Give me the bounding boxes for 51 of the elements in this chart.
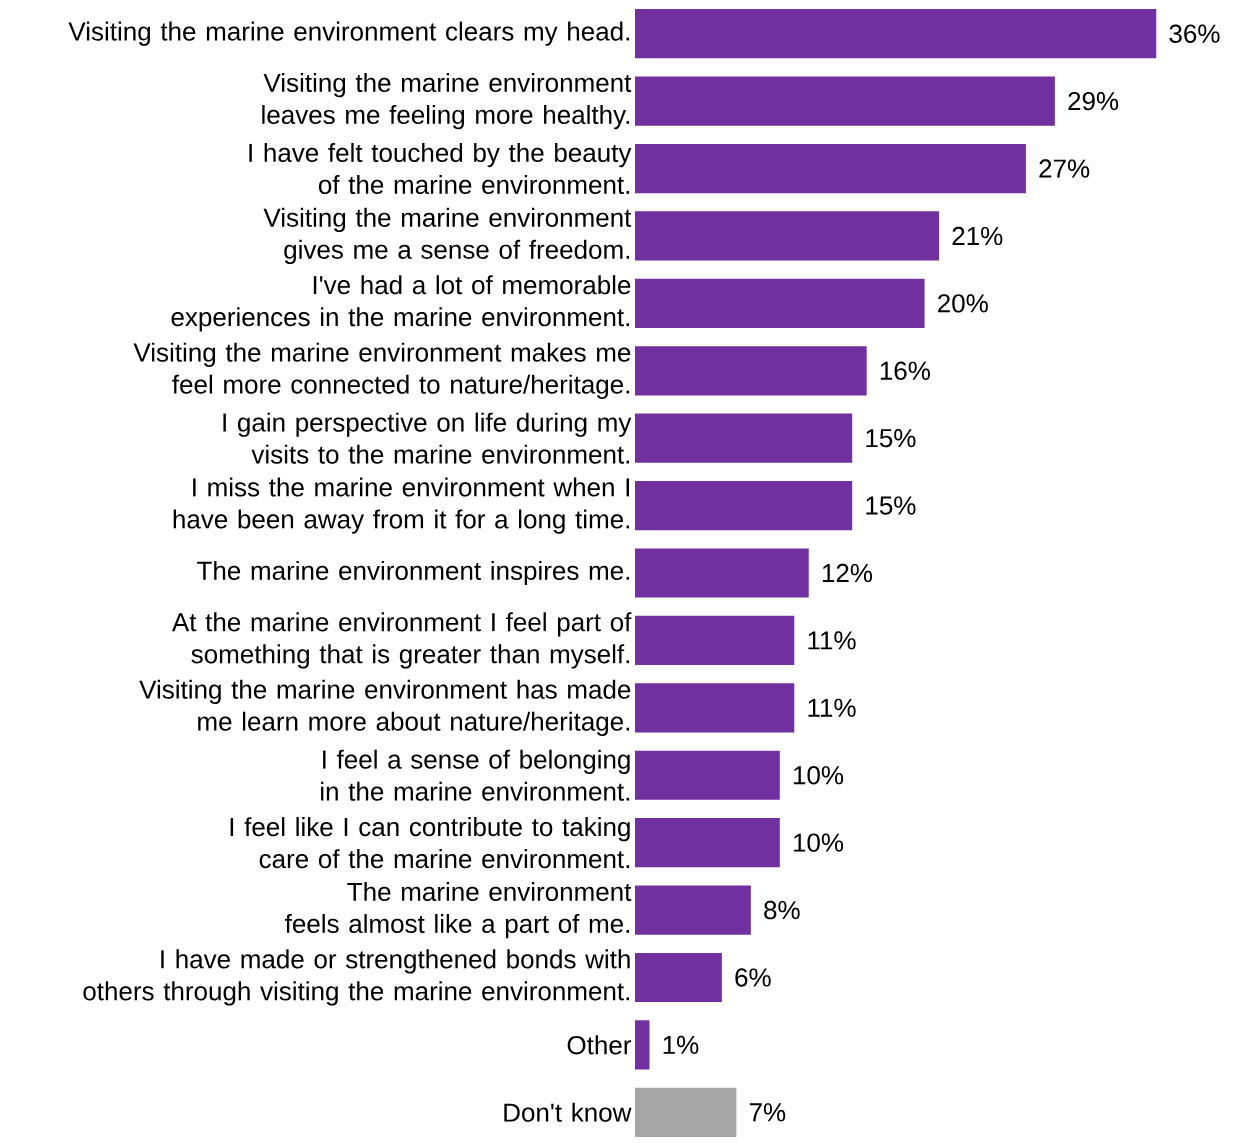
y-tick-label: The marine environment feels almost like a part of me.	[285, 881, 632, 939]
y-tick-label: Visiting the marine environment clears my head.	[68, 21, 629, 46]
bar	[635, 143, 1026, 194]
data-label: 15%	[866, 496, 916, 515]
data-label: 8%	[764, 900, 800, 920]
bar	[635, 818, 780, 868]
y-tick-label: The marine environment inspires me.	[197, 560, 630, 586]
bar	[635, 1020, 650, 1070]
y-tick-label: Visiting the marine environment makes me feel more connected to nature/heritage.	[133, 342, 631, 399]
y-tick-label: I miss the marine environment when I have been away from it for a long time.	[173, 477, 630, 534]
bar	[635, 278, 925, 328]
y-tick-label: I've had a lot of memorable experiences in the marine environment.	[171, 275, 631, 332]
y-tick-label: At the marine environment I feel part of something that is greater than myself.	[171, 612, 632, 669]
data-label: 15%	[866, 429, 916, 448]
data-label: 7%	[749, 1103, 786, 1122]
data-label: 12%	[822, 563, 873, 583]
bar	[635, 885, 751, 935]
data-label: 11%	[808, 698, 856, 717]
bar	[635, 346, 867, 396]
bar	[635, 76, 1055, 126]
data-label: 10%	[793, 766, 844, 785]
y-tick-label: I feel like I can contribute to taking care of the marine environment.	[230, 817, 630, 869]
bar	[635, 9, 1157, 59]
data-label: 21%	[952, 226, 1003, 246]
bar	[635, 952, 722, 1003]
data-label: 20%	[938, 294, 988, 313]
data-label: 27%	[1039, 159, 1090, 178]
y-tick-label: Visiting the marine environment leaves me feeling more healthy.	[262, 73, 632, 130]
bar	[635, 683, 795, 733]
bar	[635, 548, 809, 598]
y-tick-label: I have felt touched by the beauty of the marine environment.	[249, 142, 632, 195]
data-label: 16%	[880, 361, 930, 380]
y-tick-label: Visiting the marine environment gives me a sense of freedom.	[263, 207, 632, 265]
data-label: 29%	[1068, 91, 1119, 111]
bar	[635, 480, 853, 531]
bar	[635, 750, 780, 800]
y-tick-label: I have made or strengthened bonds with others through visiting the marine environment.	[83, 949, 630, 1006]
bar	[635, 615, 795, 666]
data-label: 11%	[808, 631, 856, 650]
data-label: 6%	[735, 968, 771, 987]
data-label: 1%	[663, 1035, 699, 1054]
y-tick-label: Visiting the marine environment has made me learn more about nature/heritage.	[139, 679, 631, 736]
data-label: 10%	[793, 833, 844, 852]
bar	[635, 1087, 737, 1137]
y-tick-label: I gain perspective on life during my visits to the marine environment.	[223, 412, 632, 464]
y-tick-label: Other	[567, 1035, 632, 1055]
y-tick-label: Don't know	[504, 1102, 632, 1122]
bar	[635, 413, 853, 463]
data-label: 36%	[1169, 24, 1220, 43]
y-tick-label: I feel a sense of belonging in the marine environment.	[321, 749, 630, 801]
bar	[635, 211, 940, 261]
